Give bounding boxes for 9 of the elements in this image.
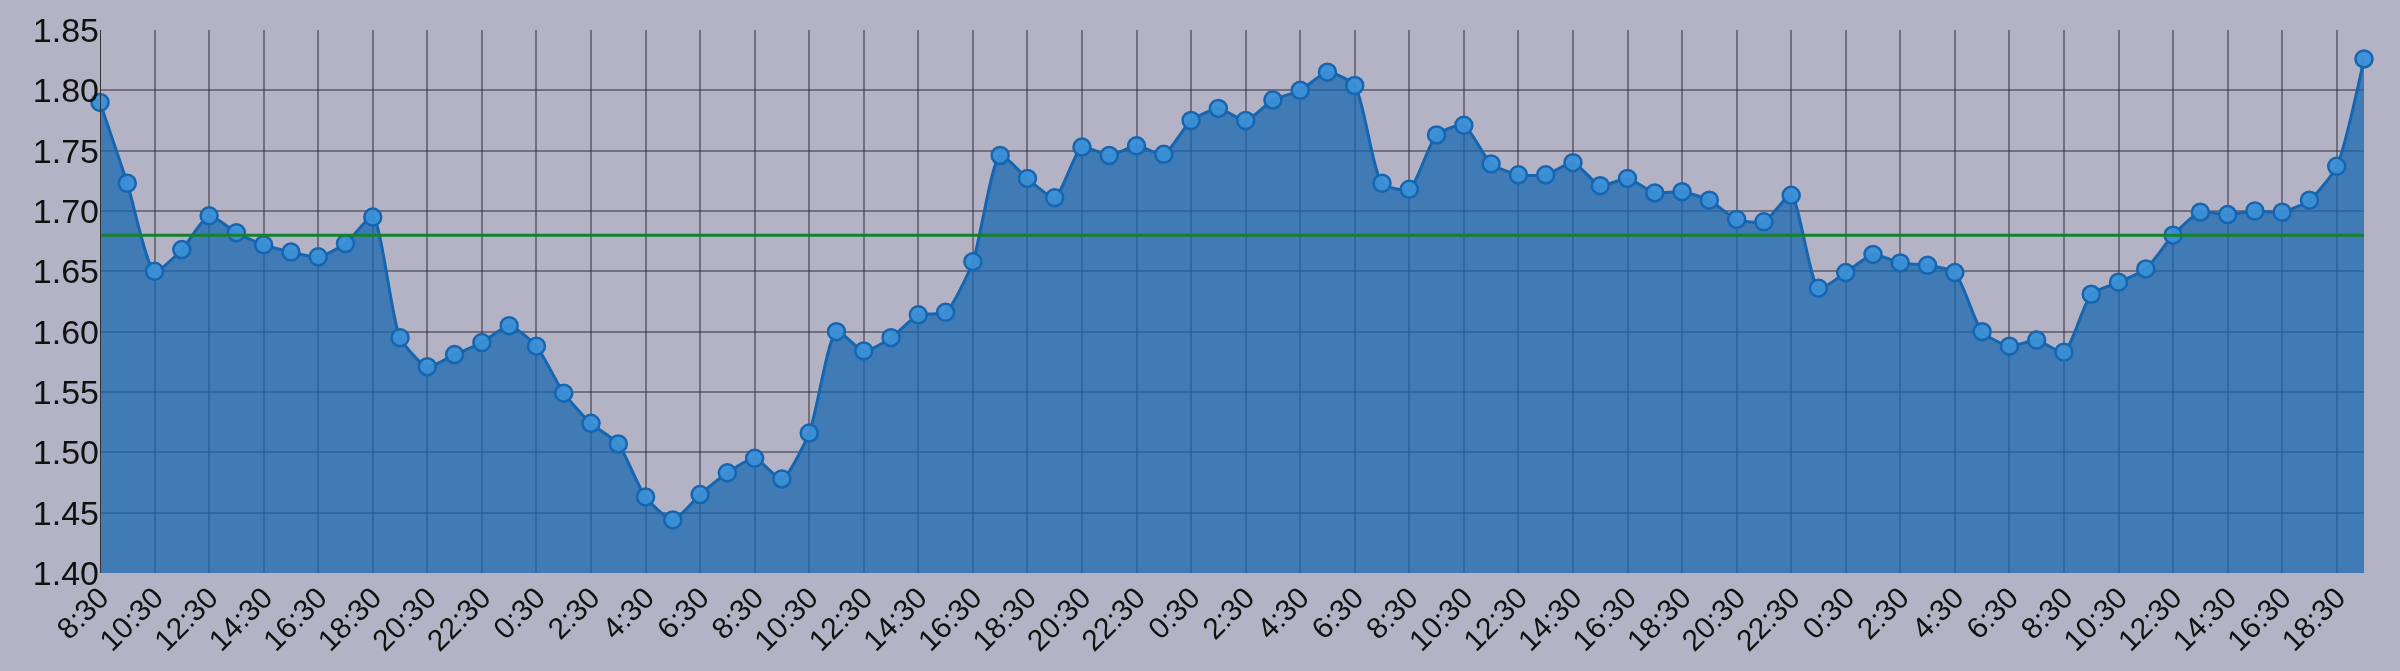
y-tick-label: 1.55 xyxy=(32,372,99,411)
y-tick-label: 1.60 xyxy=(32,312,99,351)
y-tick-label: 1.85 xyxy=(32,10,99,49)
y-tick-label: 1.75 xyxy=(32,131,99,170)
y-tick-label: 1.50 xyxy=(32,433,99,472)
y-tick-label: 1.80 xyxy=(32,71,99,110)
y-tick-label: 1.65 xyxy=(32,252,99,291)
y-tick-label: 1.70 xyxy=(32,191,99,230)
y-tick-label: 1.45 xyxy=(32,493,99,532)
